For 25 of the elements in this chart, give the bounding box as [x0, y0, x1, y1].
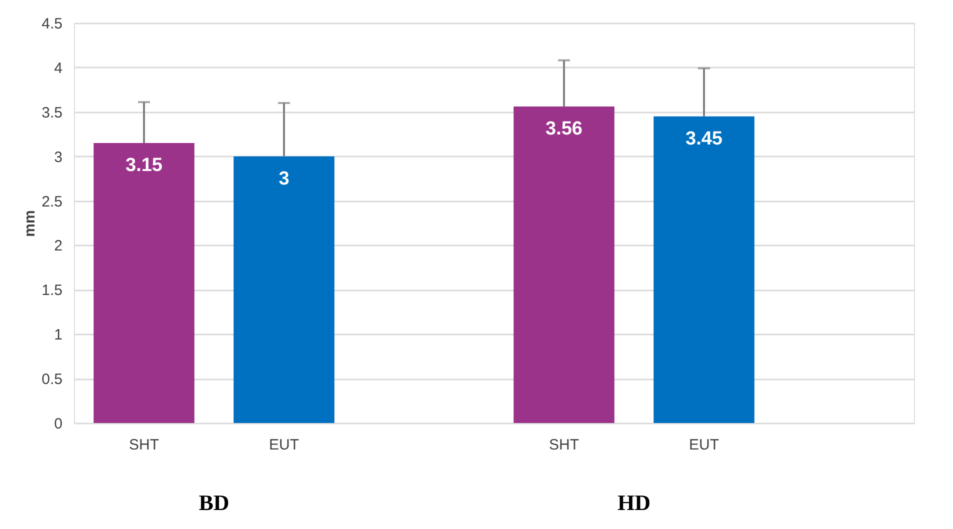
text: BD	[198, 490, 230, 515]
x-tick-label: SHT	[549, 436, 579, 454]
data-label: 3	[278, 168, 290, 190]
y-tick-label: 2.5	[42, 193, 62, 210]
data-label: 3.45	[686, 128, 723, 150]
y-tick-label: 4	[54, 60, 62, 77]
y-tick-label: 3.5	[42, 104, 62, 122]
y-tick-label: 0	[54, 416, 62, 432]
bar	[234, 156, 334, 423]
x-tick-label: EUT	[269, 436, 299, 454]
bar	[654, 116, 754, 423]
text: HD	[618, 490, 650, 515]
y-tick-label: 2	[54, 238, 62, 255]
y-tick-label: 1.5	[42, 282, 62, 300]
y-axis-title: mm	[22, 210, 39, 237]
y-tick-label: 0.5	[42, 371, 62, 388]
x-tick-label: SHT	[129, 436, 159, 454]
y-tick-label: 3	[54, 148, 62, 166]
y-tick-label: 1	[54, 326, 62, 344]
x-tick-label: EUT	[689, 436, 719, 454]
data-label: 3.15	[126, 155, 163, 176]
bar	[94, 143, 194, 423]
y-tick-label: 4.5	[42, 16, 62, 32]
bar	[514, 106, 614, 423]
data-label: 3.56	[546, 118, 582, 140]
